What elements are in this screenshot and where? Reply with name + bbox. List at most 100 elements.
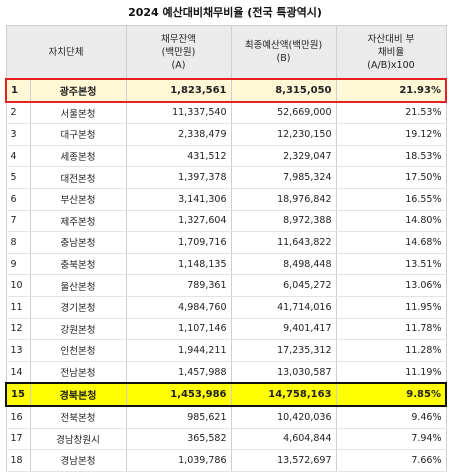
budget-cell: 13,572,697 xyxy=(230,449,337,472)
ratio-cell: 19.12% xyxy=(335,123,447,146)
name-cell: 충북본청 xyxy=(29,253,127,276)
table-row: 18 경남본청 1,039,786 13,572,697 7.66% xyxy=(5,449,447,472)
debt-cell: 985,621 xyxy=(125,405,232,429)
header-budget: 최종예산액(백만원) (B) xyxy=(230,25,337,80)
rank-cell: 14 xyxy=(5,361,31,384)
budget-cell: 11,643,822 xyxy=(230,231,337,254)
debt-cell: 1,107,146 xyxy=(125,318,232,341)
table-row: 17 경남창원시 365,582 4,604,844 7.94% xyxy=(5,428,447,451)
debt-cell: 1,453,986 xyxy=(125,382,232,407)
ratio-cell: 11.95% xyxy=(335,296,447,319)
name-cell: 울산본청 xyxy=(29,274,127,297)
ratio-cell: 18.53% xyxy=(335,145,447,168)
name-cell: 인천본청 xyxy=(29,339,127,362)
name-cell: 부산본청 xyxy=(29,188,127,211)
rank-cell: 2 xyxy=(5,101,31,125)
budget-cell: 14,758,163 xyxy=(230,382,337,407)
debt-cell: 3,141,306 xyxy=(125,188,232,211)
rank-cell: 1 xyxy=(5,78,31,103)
header-ratio-line: 자산대비 부 xyxy=(367,33,415,45)
debt-cell: 1,327,604 xyxy=(125,210,232,233)
table-row: 12 강원본청 1,107,146 9,401,417 11.78% xyxy=(5,318,447,341)
ratio-cell: 11.78% xyxy=(335,318,447,341)
name-cell: 강원본청 xyxy=(29,318,127,341)
table-row: 8 충남본청 1,709,716 11,643,822 14.68% xyxy=(5,231,447,254)
debt-cell: 1,039,786 xyxy=(125,449,232,472)
budget-cell: 10,420,036 xyxy=(230,405,337,429)
rank-cell: 11 xyxy=(5,296,31,319)
debt-cell: 1,709,716 xyxy=(125,231,232,254)
table-header: 자치단체 채무잔액 (백만원) (A) 최종예산액(백만원) (B) 자산대비 … xyxy=(5,25,447,80)
table-row: 14 전남본청 1,457,988 13,030,587 11.19% xyxy=(5,361,447,384)
ratio-cell: 21.93% xyxy=(335,78,447,103)
budget-cell: 8,315,050 xyxy=(230,78,337,103)
table-row: 2 서울본청 11,337,540 52,669,000 21.53% xyxy=(5,101,447,125)
table-row: 13 인천본청 1,944,211 17,235,312 11.28% xyxy=(5,339,447,362)
budget-cell: 18,976,842 xyxy=(230,188,337,211)
debt-cell: 2,338,479 xyxy=(125,123,232,146)
debt-cell: 4,984,760 xyxy=(125,296,232,319)
name-cell: 대구본청 xyxy=(29,123,127,146)
header-budget-line: 최종예산액(백만원) xyxy=(244,40,323,51)
rank-cell: 10 xyxy=(5,274,31,297)
table-row: 11 경기본청 4,984,760 41,714,016 11.95% xyxy=(5,296,447,319)
debt-cell: 1,823,561 xyxy=(125,78,232,103)
table-row: 3 대구본청 2,338,479 12,230,150 19.12% xyxy=(5,123,447,146)
budget-cell: 52,669,000 xyxy=(230,101,337,125)
header-debt-line: (A) xyxy=(171,59,186,71)
budget-cell: 12,230,150 xyxy=(230,123,337,146)
rank-cell: 3 xyxy=(5,123,31,146)
rank-cell: 12 xyxy=(5,318,31,341)
budget-cell: 7,985,324 xyxy=(230,166,337,189)
debt-cell: 11,337,540 xyxy=(125,101,232,125)
name-cell: 서울본청 xyxy=(29,101,127,125)
table-body: 1 광주본청 1,823,561 8,315,050 21.93% 2 서울본청 11,337… xyxy=(5,78,447,472)
rank-cell: 17 xyxy=(5,428,31,451)
ratio-cell: 17.50% xyxy=(335,166,447,189)
name-cell: 광주본청 xyxy=(29,78,127,103)
debt-cell: 789,361 xyxy=(125,274,232,297)
ratio-cell: 16.55% xyxy=(335,188,447,211)
header-debt-line: 채무잔액 xyxy=(161,33,196,45)
debt-cell: 431,512 xyxy=(125,145,232,168)
ratio-cell: 11.28% xyxy=(335,339,447,362)
rank-cell: 6 xyxy=(5,188,31,211)
budget-cell: 13,030,587 xyxy=(230,361,337,384)
header-ratio: 자산대비 부 채비율 (A/B)x100 xyxy=(335,25,447,80)
name-cell: 경기본청 xyxy=(29,296,127,319)
budget-cell: 2,329,047 xyxy=(230,145,337,168)
name-cell: 제주본청 xyxy=(29,210,127,233)
ratio-cell: 11.19% xyxy=(335,361,447,384)
rank-cell: 18 xyxy=(5,449,31,472)
table-row: 4 세종본청 431,512 2,329,047 18.53% xyxy=(5,145,447,168)
budget-cell: 9,401,417 xyxy=(230,318,337,341)
debt-cell: 1,944,211 xyxy=(125,339,232,362)
name-cell: 대전본청 xyxy=(29,166,127,189)
budget-cell: 6,045,272 xyxy=(230,274,337,297)
ratio-cell: 9.46% xyxy=(335,405,447,429)
ratio-cell: 7.94% xyxy=(335,428,447,451)
table-row: 9 충북본청 1,148,135 8,498,448 13.51% xyxy=(5,253,447,276)
debt-ratio-table: 자치단체 채무잔액 (백만원) (A) 최종예산액(백만원) (B) 자산대비 … xyxy=(5,25,447,472)
table-row: 5 대전본청 1,397,378 7,985,324 17.50% xyxy=(5,166,447,189)
table-row: 1 광주본청 1,823,561 8,315,050 21.93% xyxy=(5,78,447,103)
name-cell: 전남본청 xyxy=(29,361,127,384)
ratio-cell: 14.68% xyxy=(335,231,447,254)
budget-cell: 4,604,844 xyxy=(230,428,337,451)
budget-cell: 17,235,312 xyxy=(230,339,337,362)
table-row: 15 경북본청 1,453,986 14,758,163 9.85% xyxy=(5,382,447,407)
table-row: 6 부산본청 3,141,306 18,976,842 16.55% xyxy=(5,188,447,211)
header-name: 자치단체 xyxy=(5,25,127,80)
table-row: 7 제주본청 1,327,604 8,972,388 14.80% xyxy=(5,210,447,233)
ratio-cell: 7.66% xyxy=(335,449,447,472)
debt-cell: 1,397,378 xyxy=(125,166,232,189)
ratio-cell: 13.51% xyxy=(335,253,447,276)
name-cell: 경남본청 xyxy=(29,449,127,472)
name-cell: 경북본청 xyxy=(29,382,127,407)
name-cell: 경남창원시 xyxy=(29,428,127,451)
ratio-cell: 14.80% xyxy=(335,210,447,233)
rank-cell: 5 xyxy=(5,166,31,189)
name-cell: 전북본청 xyxy=(29,405,127,429)
rank-cell: 9 xyxy=(5,253,31,276)
